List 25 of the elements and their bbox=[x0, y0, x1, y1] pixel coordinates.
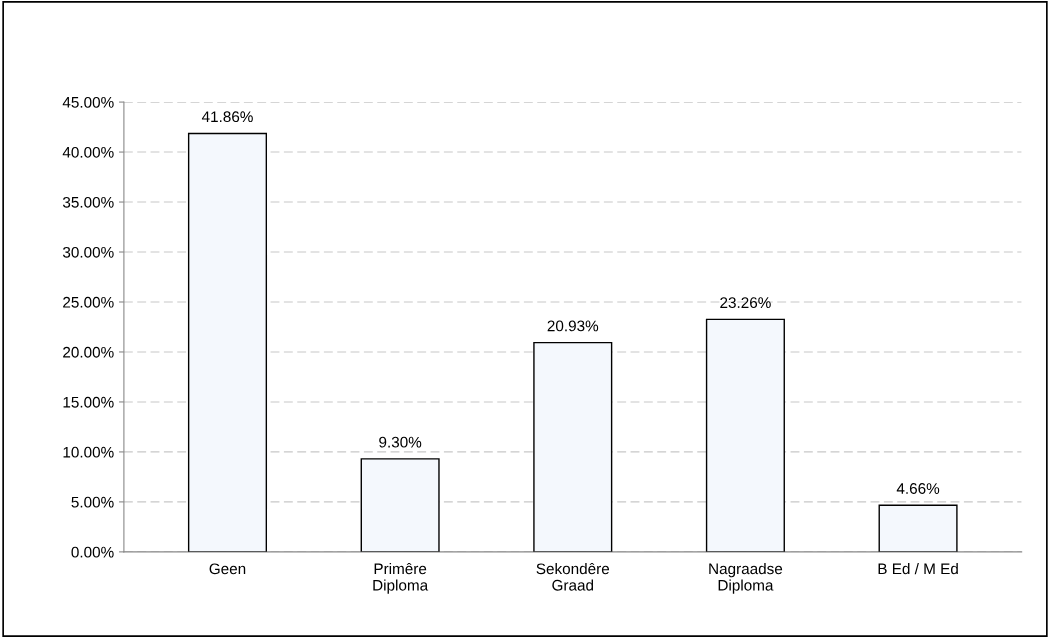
data-label: 4.66% bbox=[896, 483, 940, 494]
bar bbox=[878, 504, 958, 552]
x-tick-label: B Ed / M Ed bbox=[878, 562, 958, 575]
y-tick-label: 25.00% bbox=[63, 296, 114, 308]
data-label: 20.93% bbox=[547, 320, 599, 332]
x-tick-label: Sekondêre Graad bbox=[536, 562, 610, 591]
data-label: 23.26% bbox=[720, 297, 771, 309]
x-tick-label: Geen bbox=[209, 563, 246, 575]
bar bbox=[360, 458, 440, 552]
x-tick-label: Nagraadse Diploma bbox=[709, 562, 783, 594]
y-tick-label: 0.00% bbox=[71, 546, 114, 558]
y-tick-label: 15.00% bbox=[63, 396, 114, 408]
y-tick-label: 10.00% bbox=[63, 446, 114, 458]
y-tick-label: 35.00% bbox=[62, 196, 114, 208]
bar bbox=[533, 341, 613, 552]
data-label: 41.86% bbox=[201, 111, 253, 123]
bar bbox=[187, 132, 268, 552]
bar bbox=[705, 318, 785, 552]
data-label: 9.30% bbox=[379, 436, 422, 448]
y-tick-label: 45.00% bbox=[62, 96, 114, 108]
x-tick-label: Primêre Diploma bbox=[373, 562, 429, 594]
y-tick-label: 40.00% bbox=[62, 146, 114, 158]
y-tick-label: 5.00% bbox=[71, 496, 114, 508]
y-tick-label: 20.00% bbox=[63, 346, 114, 358]
y-tick-label: 30.00% bbox=[62, 246, 114, 258]
